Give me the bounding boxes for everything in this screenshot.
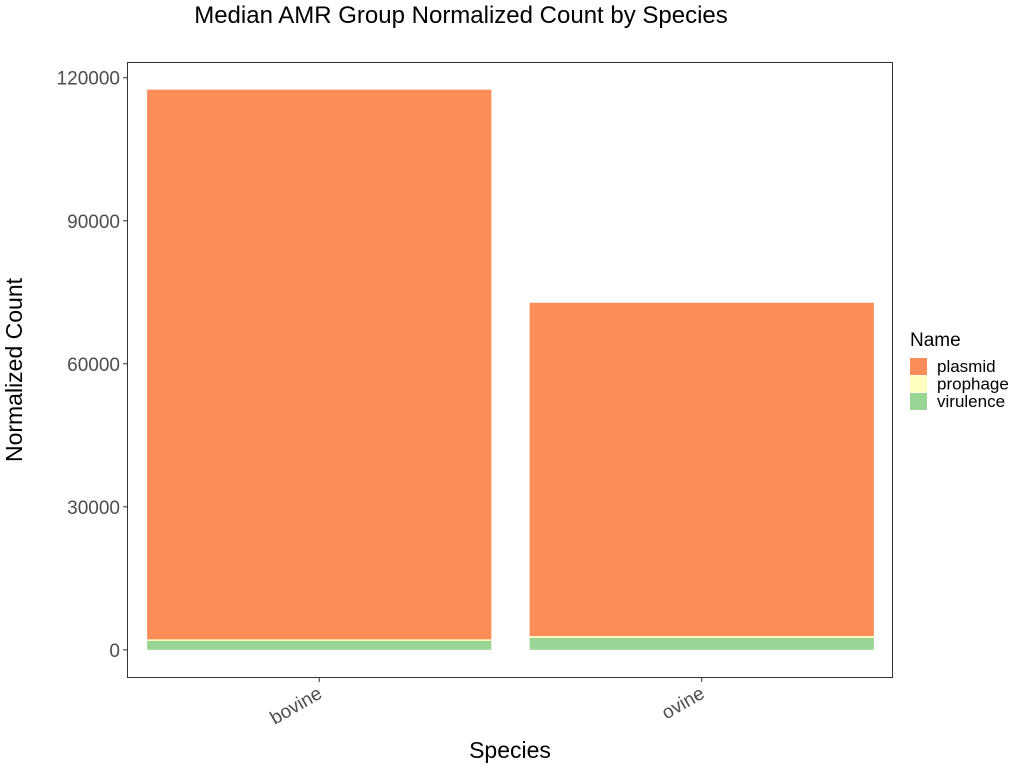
x-axis: bovine ovine: [267, 677, 708, 729]
y-tick-label: 30000: [67, 498, 120, 519]
y-axis: 0 30000 60000 90000 120000: [57, 69, 128, 662]
legend-swatch-virulence: [910, 393, 927, 410]
y-tick-label: 0: [109, 641, 120, 662]
plot-panel-border: [127, 62, 893, 678]
legend-label-plasmid: plasmid: [937, 357, 996, 376]
bar-bovine-virulence: [147, 640, 492, 650]
y-tick-label: 90000: [67, 212, 120, 233]
y-tick-label: 60000: [67, 355, 120, 376]
legend-label-virulence: virulence: [937, 392, 1005, 411]
x-tick-label-bovine: bovine: [267, 683, 326, 729]
bar-ovine-plasmid: [529, 302, 874, 636]
bar-bovine-prophage: [147, 639, 492, 641]
chart-title: Median AMR Group Normalized Count by Spe…: [194, 2, 728, 29]
y-tick-label: 120000: [57, 69, 120, 90]
bar-bovine-plasmid: [147, 89, 492, 640]
legend-swatch-plasmid: [910, 358, 927, 375]
bars-layer: [147, 89, 874, 650]
legend-title: Name: [910, 330, 961, 351]
legend-label-prophage: prophage: [937, 375, 1009, 394]
y-axis-title: Normalized Count: [1, 277, 27, 462]
bar-ovine-prophage: [529, 636, 874, 638]
x-axis-title: Species: [469, 737, 551, 763]
bar-ovine-virulence: [529, 637, 874, 650]
x-tick-label-ovine: ovine: [658, 683, 708, 724]
legend-swatch-prophage: [910, 375, 927, 393]
